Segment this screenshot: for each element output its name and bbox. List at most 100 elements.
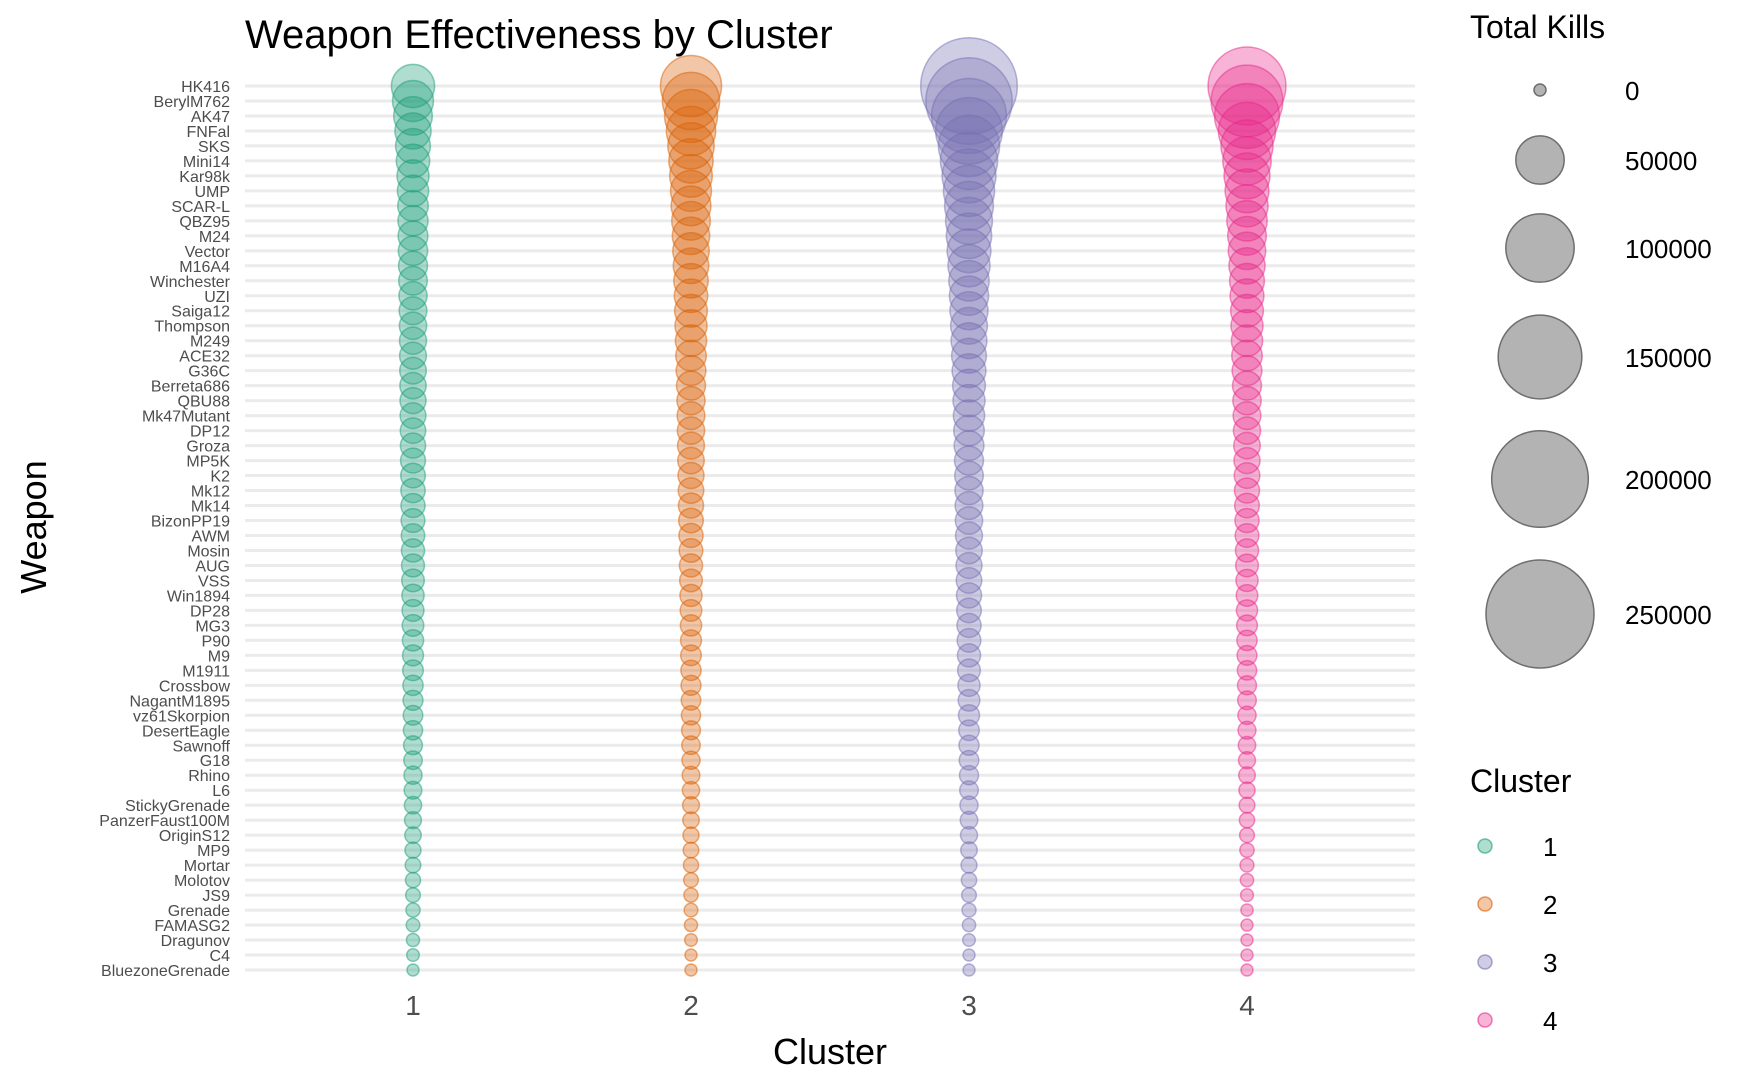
y-tick-label: MP5K	[186, 454, 230, 471]
data-point	[403, 795, 423, 815]
y-tick-label: AWM	[191, 528, 230, 545]
y-tick-label: Mosin	[187, 543, 230, 560]
data-point	[677, 446, 705, 475]
size-legend-label: 200000	[1625, 465, 1712, 495]
data-point	[952, 399, 986, 433]
data-point	[1232, 416, 1262, 445]
data-point	[676, 416, 706, 446]
data-point	[958, 749, 980, 771]
data-point	[1236, 690, 1258, 711]
data-point	[955, 597, 983, 624]
data-point	[1239, 857, 1255, 873]
data-point	[1240, 918, 1254, 932]
data-point	[925, 57, 1013, 145]
y-tick-label: DP12	[190, 424, 230, 441]
data-point	[390, 63, 436, 109]
data-point	[1233, 477, 1261, 504]
data-point	[676, 431, 706, 460]
data-point	[959, 795, 979, 815]
data-point	[683, 887, 699, 903]
data-point	[1239, 842, 1255, 859]
data-point	[676, 401, 706, 431]
y-tick-label: UMP	[194, 184, 230, 201]
size-legend-label: 100000	[1625, 234, 1712, 264]
data-point	[1227, 231, 1267, 271]
y-tick-label: BluezoneGrenade	[101, 963, 230, 980]
data-point	[394, 112, 432, 150]
y-tick-label: Mk12	[191, 484, 230, 501]
y-tick-label: Molotov	[174, 873, 230, 890]
y-tick-label: HK416	[181, 79, 230, 96]
size-legend-key	[1497, 314, 1583, 400]
color-legend-key	[1477, 1012, 1493, 1028]
y-tick-label: MG3	[195, 618, 230, 635]
data-point	[1229, 293, 1265, 328]
data-point	[402, 704, 424, 726]
size-legend: Total Kills 0 50000 100000 150000 200000 2500…	[1470, 9, 1712, 669]
data-point	[959, 825, 979, 845]
data-point	[670, 200, 712, 241]
y-tick-label: SKS	[198, 139, 230, 156]
data-point	[404, 871, 422, 889]
data-point	[680, 689, 702, 711]
data-point	[951, 353, 987, 389]
data-point	[673, 262, 709, 299]
data-point	[399, 447, 427, 474]
data-point	[952, 383, 986, 418]
data-point	[399, 371, 427, 400]
y-tick-label: K2	[210, 469, 230, 486]
data-point	[399, 402, 427, 430]
data-point	[681, 795, 701, 815]
color-legend-key	[1477, 896, 1493, 912]
color-legend-label: 2	[1543, 890, 1557, 920]
data-point	[1233, 492, 1261, 519]
data-point	[939, 131, 999, 191]
data-point	[1232, 401, 1262, 431]
data-point	[404, 887, 422, 904]
y-tick-label: NagantM1895	[129, 693, 230, 710]
data-point	[946, 228, 992, 274]
data-point	[943, 180, 995, 232]
x-axis-title: Cluster	[773, 1031, 887, 1072]
data-point	[399, 417, 427, 445]
y-axis-title: Weapon	[13, 460, 54, 593]
data-point	[954, 521, 984, 550]
data-point	[396, 174, 430, 208]
data-point	[402, 689, 424, 712]
x-tick-labels: 1 2 3 4	[405, 990, 1255, 1021]
y-tick-label: DesertEagle	[142, 723, 230, 740]
y-tick-label: Grenade	[168, 903, 230, 920]
data-point	[671, 216, 711, 256]
y-tick-label: M1911	[182, 663, 230, 680]
chart-title: Weapon Effectiveness by Cluster	[245, 13, 833, 57]
data-point	[668, 153, 714, 198]
y-tick-label: Thompson	[154, 319, 230, 336]
y-tick-label: Mini14	[183, 154, 230, 171]
data-point	[678, 553, 704, 578]
x-tick-label: 3	[961, 990, 977, 1021]
data-point	[678, 522, 704, 549]
y-tick-label: Mortar	[184, 858, 231, 875]
data-point	[1236, 675, 1258, 696]
data-point	[934, 96, 1004, 165]
data-point	[661, 71, 721, 131]
y-tick-label: Vector	[185, 244, 231, 261]
data-point	[955, 551, 983, 580]
data-point	[398, 311, 428, 341]
data-point	[391, 79, 435, 123]
data-point	[404, 826, 422, 845]
data-point	[677, 507, 705, 534]
data-point	[958, 764, 980, 786]
data-point	[962, 948, 976, 962]
data-point	[1240, 933, 1254, 947]
y-tick-label: QBU88	[178, 394, 231, 411]
data-point	[1234, 522, 1260, 549]
data-point	[954, 490, 984, 521]
data-point	[1228, 262, 1266, 299]
data-point	[672, 231, 710, 270]
gridlines	[245, 84, 1415, 972]
y-tick-label: StickyGrenade	[125, 798, 230, 815]
data-point	[959, 810, 979, 830]
data-point	[395, 143, 431, 179]
